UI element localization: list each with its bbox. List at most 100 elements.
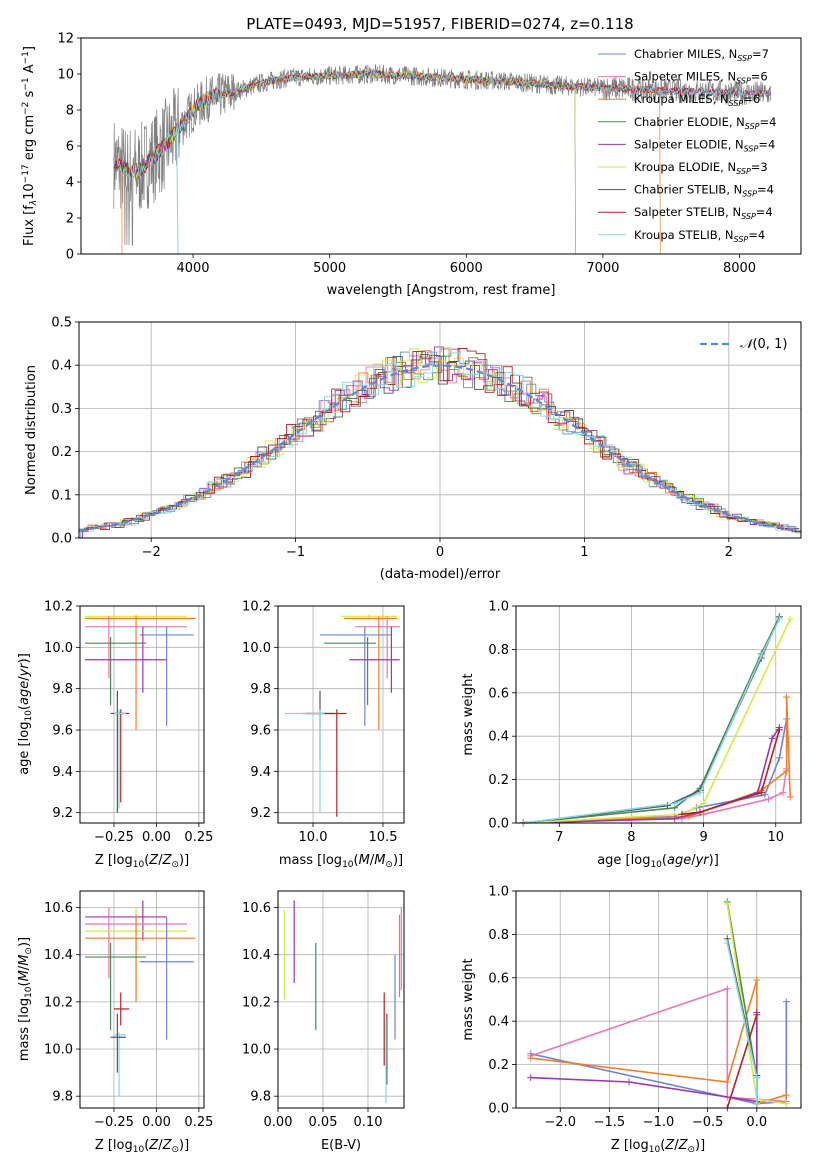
observed-spectrum-line (113, 64, 772, 246)
salpeter_stelib-marker (696, 808, 704, 816)
gaussian-curve (79, 364, 799, 532)
y-tick-label: 0.5 (51, 316, 72, 331)
residuals-frame (78, 321, 802, 539)
x-tick-label: 9 (699, 830, 707, 845)
y-tick-label: 10.2 (242, 600, 271, 615)
x-tick-label: 4000 (176, 261, 209, 276)
salpeter_stelib-weight-line (681, 729, 781, 816)
chabrier_elodie-histogram (80, 348, 801, 538)
kroupa_miles-weight-line (523, 697, 791, 824)
x-tick-label: −2.0 (544, 1115, 576, 1130)
y-tick-label: 0.2 (488, 773, 509, 788)
kroupa_elodie-marker (786, 615, 794, 623)
weight_z-axes: −2.0 −1.5 −1.0 −0.5 0.0 0.0 0.2 0.4 0.6 0.8 1.0 (488, 885, 801, 1130)
y-tick-label: 10.2 (44, 600, 73, 615)
y-tick-label: 0.3 (51, 402, 72, 417)
salpeter_stelib-weight-line (726, 1014, 758, 1109)
y-tick-label: 10.0 (242, 1043, 271, 1058)
kroupa_stelib-histogram (80, 347, 801, 538)
y-tick-label: 10.4 (242, 948, 271, 963)
mass_z-frame (79, 890, 205, 1109)
y-tick-label: 9.6 (250, 724, 271, 739)
salpeter_miles-marker (723, 985, 731, 993)
y-tick-label: 10.6 (44, 901, 73, 916)
mass-z-ylabel: mass [log10(M/M⊙)] (17, 937, 34, 1061)
mass_ebv-axes: 0.00 0.05 0.10 9.8 10.0 10.2 10.4 10.6 (242, 891, 404, 1130)
x-tick-label: 2 (725, 545, 733, 560)
spectrum-ylabel-rich: Flux [fλ10−17 erg cm−2 s−1 A−1] (21, 46, 39, 246)
y-tick-label: 9.8 (250, 682, 271, 697)
weight_z-frame (515, 890, 802, 1109)
kroupa_elodie-weight-line (523, 618, 791, 824)
legend-label: Salpeter ELODIE, NSSP=4 (634, 137, 775, 153)
y-tick-label: 1.0 (488, 600, 509, 615)
y-tick-label: 0.0 (488, 1102, 509, 1117)
kroupa_stelib-marker (753, 1074, 761, 1082)
legend-label: Kroupa STELIB, NSSP=4 (634, 228, 765, 244)
salpeter_miles-histogram (79, 357, 800, 530)
residuals-ylabel: Normed distribution (24, 365, 39, 495)
kroupa-stelib-dip (176, 127, 179, 254)
salpeter_stelib-histogram (79, 348, 801, 538)
weight-age-xlabel: age [log10(age/yr)] (597, 853, 719, 870)
legend-label: Salpeter STELIB, NSSP=4 (634, 205, 773, 221)
y-tick-label: 0.4 (51, 359, 72, 374)
salpeter_miles-marker (765, 795, 773, 803)
legend-label: Chabrier ELODIE, NSSP=4 (634, 115, 776, 131)
x-tick-label: 0 (436, 545, 444, 560)
chabrier_miles-weight-line (530, 1001, 788, 1105)
x-tick-label: −1 (286, 545, 305, 560)
mass_z-axes: −0.25 0.00 0.25 9.8 10.0 10.2 10.4 10.6 (44, 891, 213, 1130)
kroupa_stelib-marker (753, 1100, 761, 1108)
x-tick-label: 0.0 (746, 1115, 767, 1130)
y-tick-label: 6 (66, 140, 74, 155)
kroupa_miles-marker (782, 1091, 790, 1099)
y-tick-label: 9.8 (52, 1090, 73, 1105)
spectrum-plot (113, 64, 772, 254)
kroupa_miles-marker (783, 693, 791, 701)
y-tick-label: 0.4 (488, 730, 509, 745)
x-tick-label: 8 (627, 830, 635, 845)
x-tick-label: 0.10 (354, 1115, 383, 1130)
age-z-ylabel: age [log10(age/yr)] (17, 653, 34, 775)
y-tick-label: 0 (66, 248, 74, 263)
y-tick-label: 9.2 (250, 806, 271, 821)
salpeter_elodie-histogram (82, 346, 801, 538)
chabrier_stelib-marker (664, 802, 672, 810)
x-tick-label: −1.5 (594, 1115, 626, 1130)
x-tick-label: 0.00 (264, 1115, 293, 1130)
x-tick-label: 1 (580, 545, 588, 560)
mass-ebv-xlabel: E(B-V) (321, 1138, 361, 1153)
salpeter_elodie-marker (768, 734, 776, 742)
kroupa_elodie-marker (700, 799, 708, 807)
kroupa_stelib-marker (757, 652, 765, 660)
y-tick-label: 0.2 (51, 445, 72, 460)
kroupa_elodie-marker (782, 1100, 790, 1108)
kroupa_elodie-marker (723, 900, 731, 908)
y-tick-label: 9.4 (52, 765, 73, 780)
y-tick-label: 10.4 (44, 948, 73, 963)
kroupa_stelib-marker (671, 799, 679, 807)
x-tick-label: 6000 (450, 261, 483, 276)
figure-title: PLATE=0493, MJD=51957, FIBERID=0274, z=0… (246, 15, 633, 33)
salpeter_stelib-marker (753, 1011, 761, 1019)
salpeter_miles-marker (779, 789, 787, 797)
y-tick-label: 0.2 (488, 1058, 509, 1073)
chabrier_miles-marker (775, 754, 783, 762)
salpeter_elodie-model-line (113, 69, 576, 254)
y-tick-label: 10.0 (242, 641, 271, 656)
salpeter_elodie-marker (625, 1078, 633, 1086)
y-tick-label: 0.0 (51, 532, 72, 547)
y-tick-label: 10.0 (44, 641, 73, 656)
kroupa_miles-marker (753, 976, 761, 984)
kroupa_elodie-model-line (113, 70, 576, 254)
mass-z-xlabel: Z [log10(Z/Z⊙)] (95, 1138, 189, 1155)
x-tick-label: −0.25 (94, 830, 134, 845)
x-tick-label: 7 (555, 830, 563, 845)
mass_ebv-frame (277, 890, 405, 1109)
chabrier_miles-histogram (79, 351, 798, 532)
x-tick-label: 10.0 (299, 830, 328, 845)
y-tick-label: 0.4 (488, 1015, 509, 1030)
